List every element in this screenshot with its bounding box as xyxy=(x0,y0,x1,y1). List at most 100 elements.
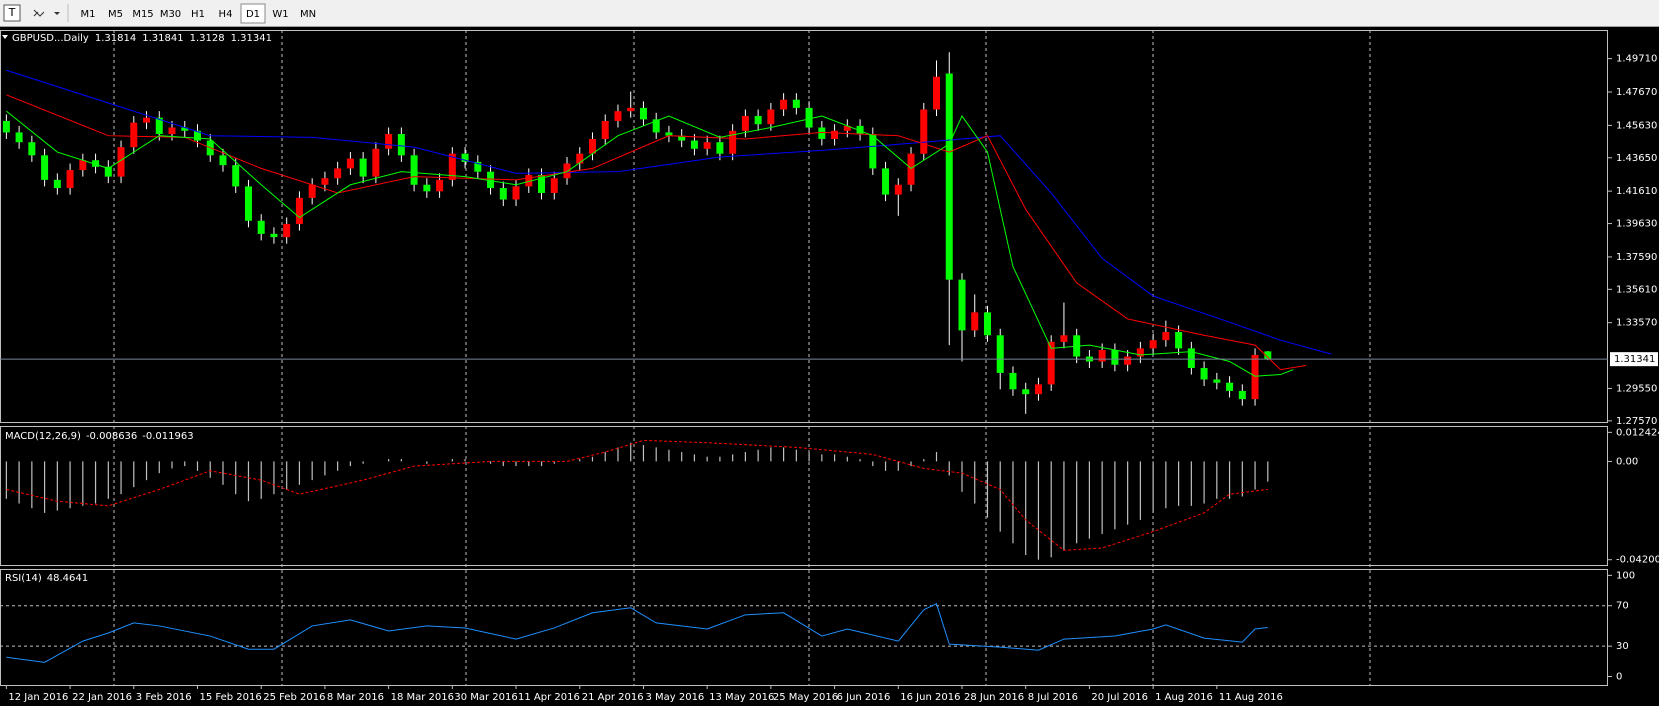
x-tick-label: 8 Mar 2016 xyxy=(327,692,384,703)
candle-body xyxy=(423,184,431,192)
candle-body xyxy=(219,155,227,166)
timeframe-button[interactable]: H4 xyxy=(219,9,233,20)
candle-body xyxy=(576,153,584,164)
candle-body xyxy=(168,127,176,135)
candle-body xyxy=(601,120,609,139)
candle-body xyxy=(971,312,979,331)
candle-body xyxy=(945,73,953,280)
timeframe-button[interactable]: MN xyxy=(300,9,316,20)
candle-body xyxy=(550,178,558,193)
chart-header: GBPUSD...Daily 1.31814 1.31841 1.3128 1.3134… xyxy=(12,33,272,44)
signal-line xyxy=(6,439,1268,551)
y-tick-label: 1.45630 xyxy=(1616,120,1657,131)
timeframe-button[interactable]: M30 xyxy=(160,9,181,20)
candle-body xyxy=(1251,354,1259,400)
tools-button[interactable] xyxy=(33,9,45,17)
candle-body xyxy=(359,158,367,177)
candle-body xyxy=(155,117,163,135)
panel-frame xyxy=(0,30,1608,423)
x-tick-label: 12 Jan 2016 xyxy=(8,692,68,703)
timeframe-bar: M1 M5 M15 M30 H1 H4 D1 W1 MN xyxy=(81,3,316,24)
candle-body xyxy=(244,186,252,221)
x-tick-label: 6 Jun 2016 xyxy=(837,692,891,703)
y-tick-label: 1.41610 xyxy=(1616,186,1657,197)
candle-body xyxy=(729,130,737,154)
x-tick-label: 11 Apr 2016 xyxy=(518,692,580,703)
macd-header-part: MACD(12,26,9) xyxy=(5,431,81,442)
y-tick-label: 1.33570 xyxy=(1616,318,1657,329)
x-tick-label: 30 Mar 2016 xyxy=(454,692,517,703)
candle-body xyxy=(639,107,647,120)
chart-window xyxy=(0,27,1659,706)
candle-body xyxy=(1034,384,1042,395)
candle-body xyxy=(2,120,10,133)
candle-body xyxy=(1200,368,1208,380)
candle-body xyxy=(920,109,928,154)
y-tick-label: 30 xyxy=(1616,641,1629,652)
timeframe-button[interactable]: M15 xyxy=(132,9,153,20)
y-tick-label: -0.042007 xyxy=(1616,555,1659,566)
candle-body xyxy=(1022,389,1030,395)
y-tick-label: 70 xyxy=(1616,601,1629,612)
candle-body xyxy=(767,109,775,125)
candle-body xyxy=(780,99,788,110)
candle-body xyxy=(1187,348,1195,369)
macd-header-part: -0.008636 xyxy=(86,431,137,442)
candle-body xyxy=(843,125,851,131)
candle-body xyxy=(894,184,902,195)
candle-body xyxy=(79,160,87,171)
moving-average xyxy=(6,69,1332,355)
timeframe-button[interactable]: D1 xyxy=(246,9,260,20)
crosshair-button[interactable] xyxy=(3,4,21,22)
rsi-header-part: RSI(14) xyxy=(5,573,42,584)
y-tick-label: 1.37590 xyxy=(1616,252,1657,263)
candle-body xyxy=(563,163,571,179)
candle-body xyxy=(1009,372,1017,390)
timeframe-button[interactable]: H1 xyxy=(191,9,205,20)
ohlc-close: 1.31341 xyxy=(231,33,272,44)
candle-body xyxy=(436,179,444,192)
candle-body xyxy=(869,134,877,169)
timeframe-button[interactable]: M5 xyxy=(108,9,123,20)
ohlc-open: 1.31814 xyxy=(95,33,136,44)
x-tick-label: 16 Jun 2016 xyxy=(900,692,960,703)
rsi-header-part: 48.4641 xyxy=(47,573,88,584)
candle-body xyxy=(1226,382,1234,391)
candle-body xyxy=(28,142,36,156)
candle-body xyxy=(512,186,520,200)
toolbar xyxy=(0,0,1659,27)
y-tick-label: 1.49710 xyxy=(1616,54,1657,65)
candle-body xyxy=(958,279,966,331)
x-tick-label: 22 Jan 2016 xyxy=(72,692,132,703)
candle-body xyxy=(1162,332,1170,341)
candle-body xyxy=(372,148,380,177)
x-tick-label: 20 Jul 2016 xyxy=(1091,692,1148,703)
y-tick-label: 1.43650 xyxy=(1616,153,1657,164)
x-tick-label: 11 Aug 2016 xyxy=(1219,692,1283,703)
candle-body xyxy=(933,76,941,110)
candle-body xyxy=(283,224,291,238)
x-tick-label: 25 Feb 2016 xyxy=(263,692,325,703)
candle-body xyxy=(856,125,864,135)
tools-dropdown[interactable] xyxy=(54,12,60,15)
candle-body xyxy=(665,132,673,136)
y-tick-label: 1.29550 xyxy=(1616,383,1657,394)
candle-body xyxy=(461,153,469,162)
candle-body xyxy=(1124,356,1132,365)
candle-body xyxy=(1238,390,1246,400)
panel-frame xyxy=(0,569,1608,686)
timeframe-button[interactable]: W1 xyxy=(272,9,288,20)
candle-body xyxy=(983,312,991,336)
candle-body xyxy=(308,184,316,198)
candle-body xyxy=(652,119,660,133)
candle-body xyxy=(754,116,762,125)
y-tick-label: 0 xyxy=(1616,672,1622,683)
candle-body xyxy=(346,158,354,169)
timeframe-button[interactable]: M1 xyxy=(81,9,96,20)
candle-body xyxy=(117,147,125,177)
candle-body xyxy=(831,130,839,139)
symbol-title: GBPUSD...Daily xyxy=(12,33,89,44)
candle-body xyxy=(41,155,49,180)
candle-body xyxy=(1047,341,1055,385)
